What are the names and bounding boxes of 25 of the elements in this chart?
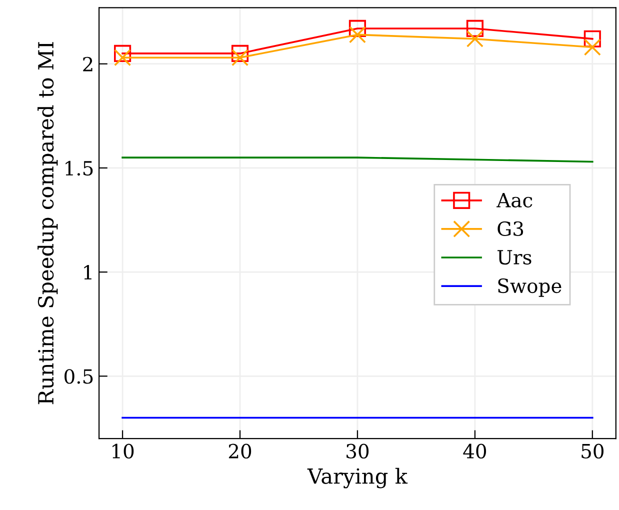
point <box>231 44 249 62</box>
x-tick-label: 40 <box>463 444 486 459</box>
legend-label: Urs <box>498 250 532 265</box>
point <box>114 44 132 62</box>
point <box>466 20 484 38</box>
point <box>466 30 484 48</box>
x-tick-label: 50 <box>582 444 604 459</box>
x-tick-label: 20 <box>228 444 252 459</box>
legend-label: Aac <box>496 193 532 208</box>
y-tick-label: 0.5 <box>64 369 93 384</box>
point <box>348 20 366 38</box>
y-tick-label: 2 <box>83 56 92 72</box>
point <box>348 26 366 44</box>
y-tick-label: 1 <box>84 265 92 280</box>
y-axis-title: Runtime Speedup compared to MI <box>38 42 58 404</box>
x-axis-title: Varying k <box>307 468 408 488</box>
x-tick-label: 10 <box>112 444 134 459</box>
point <box>114 49 132 66</box>
x-tick-label: 30 <box>346 444 369 459</box>
legend-label: G3 <box>498 221 524 236</box>
y-tick-label: 1.5 <box>66 160 93 176</box>
point <box>231 49 249 66</box>
legend-label: Swope <box>498 278 562 297</box>
point <box>584 30 601 48</box>
point <box>584 38 601 56</box>
